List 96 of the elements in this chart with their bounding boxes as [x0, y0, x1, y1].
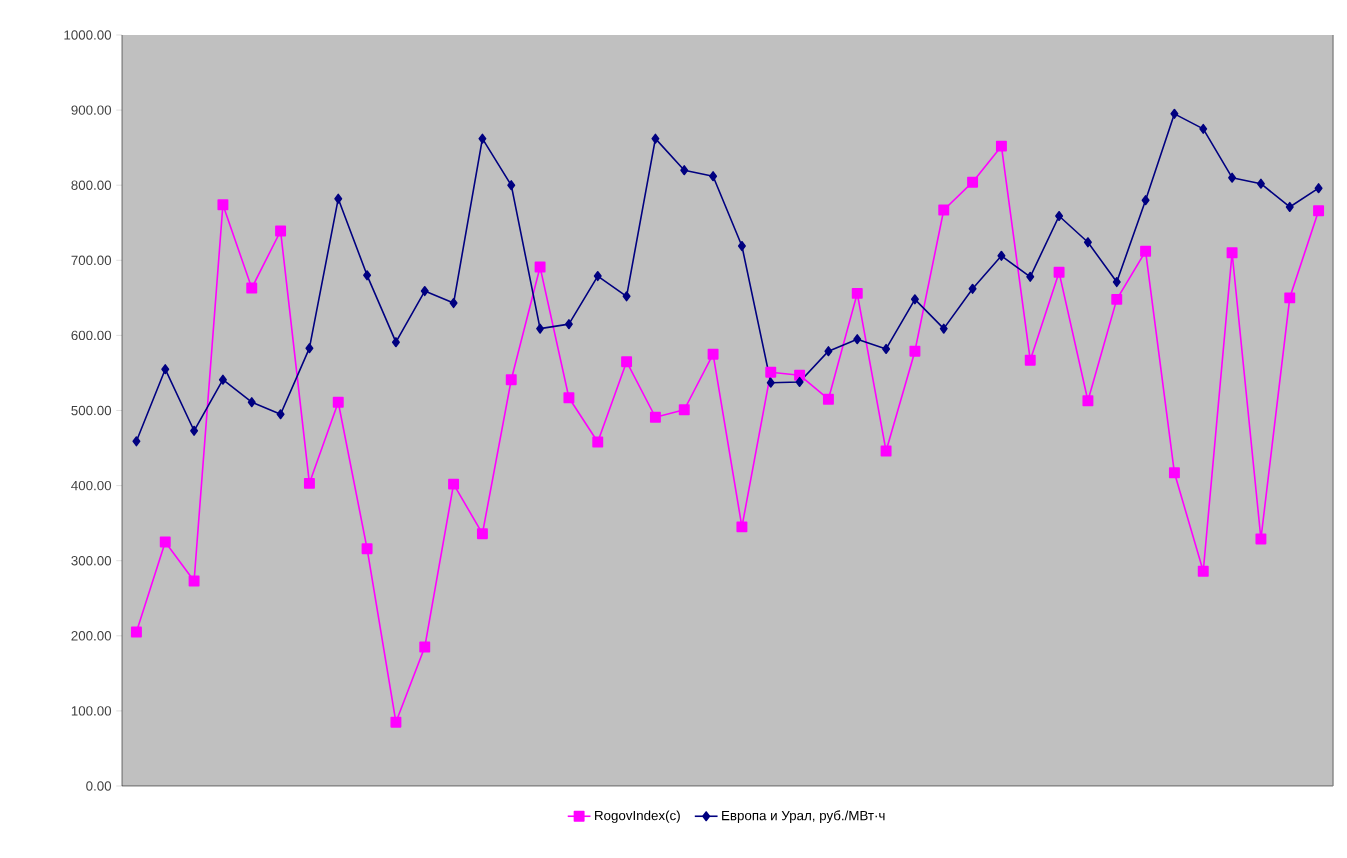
point	[1256, 178, 1265, 189]
y-tick-label: 300.00	[71, 555, 112, 566]
legend-label: RogovIndex(c)	[595, 810, 680, 823]
point	[880, 445, 892, 457]
point	[419, 641, 431, 653]
point	[824, 346, 833, 357]
point	[390, 716, 402, 728]
point	[1313, 205, 1325, 217]
point	[1285, 201, 1294, 213]
y-tick-label: 900.00	[71, 105, 112, 115]
point	[765, 366, 777, 378]
point	[420, 286, 429, 297]
point	[361, 543, 373, 555]
point	[536, 323, 545, 334]
point	[680, 165, 689, 176]
point	[766, 377, 775, 388]
point	[275, 225, 287, 237]
point	[1255, 533, 1267, 545]
point	[1228, 172, 1237, 183]
point	[938, 204, 950, 216]
point	[1140, 245, 1152, 257]
point	[247, 397, 256, 408]
point	[1314, 183, 1323, 194]
point	[276, 409, 285, 420]
point	[132, 436, 141, 447]
point	[332, 396, 344, 408]
point	[188, 575, 200, 587]
point	[334, 193, 343, 204]
point	[1111, 293, 1123, 305]
point	[649, 411, 661, 423]
point	[1053, 266, 1065, 278]
point	[592, 436, 604, 448]
point	[563, 392, 575, 404]
point	[967, 176, 979, 188]
point	[1055, 210, 1064, 222]
point	[1199, 123, 1208, 134]
point	[709, 171, 718, 182]
point	[910, 294, 919, 305]
y-tick-label: 500.00	[71, 405, 112, 416]
y-tick-label: 1000.00	[64, 30, 112, 40]
point	[997, 250, 1006, 261]
point	[851, 287, 863, 299]
point	[478, 133, 487, 144]
point	[305, 343, 314, 354]
point	[1112, 277, 1121, 288]
y-tick-label: 400.00	[71, 480, 112, 491]
point	[1226, 247, 1238, 259]
point	[1083, 237, 1092, 248]
point	[822, 393, 834, 405]
point	[1170, 108, 1179, 119]
point	[391, 337, 400, 348]
point	[995, 140, 1007, 152]
point	[707, 348, 719, 360]
y-tick-label: 600.00	[71, 330, 112, 341]
point	[564, 319, 573, 330]
y-tick-label: 700.00	[71, 255, 112, 266]
point	[621, 356, 633, 368]
point	[1197, 565, 1209, 577]
point	[882, 343, 891, 354]
y-tick-label: 200.00	[71, 631, 112, 641]
point	[449, 298, 458, 309]
point	[159, 536, 171, 548]
y-tick-label: 800.00	[71, 180, 112, 190]
point	[1284, 292, 1296, 304]
point	[1024, 354, 1036, 366]
legend-label: Европа и Урал, руб./МВт·ч	[722, 810, 885, 823]
point	[505, 374, 517, 386]
point	[651, 133, 660, 144]
point	[737, 240, 746, 252]
point	[303, 477, 315, 489]
point	[363, 270, 372, 281]
y-tick-label: 100.00	[71, 706, 112, 716]
point	[939, 323, 948, 334]
point	[218, 374, 227, 385]
point	[1168, 467, 1180, 479]
point	[534, 261, 546, 273]
point	[217, 199, 229, 211]
point	[909, 345, 921, 357]
point	[1141, 195, 1150, 206]
point	[622, 291, 631, 302]
point	[968, 283, 977, 294]
point	[795, 376, 804, 388]
point	[593, 271, 602, 282]
point	[507, 180, 516, 191]
point	[161, 364, 170, 375]
point	[1026, 271, 1035, 282]
point	[736, 521, 748, 533]
point	[678, 404, 690, 416]
point	[190, 425, 199, 436]
point	[476, 528, 488, 540]
point	[853, 334, 862, 345]
y-tick-label: 0.00	[86, 781, 112, 791]
point	[246, 282, 258, 294]
point	[448, 478, 460, 490]
point	[1082, 395, 1094, 407]
point	[130, 626, 142, 638]
